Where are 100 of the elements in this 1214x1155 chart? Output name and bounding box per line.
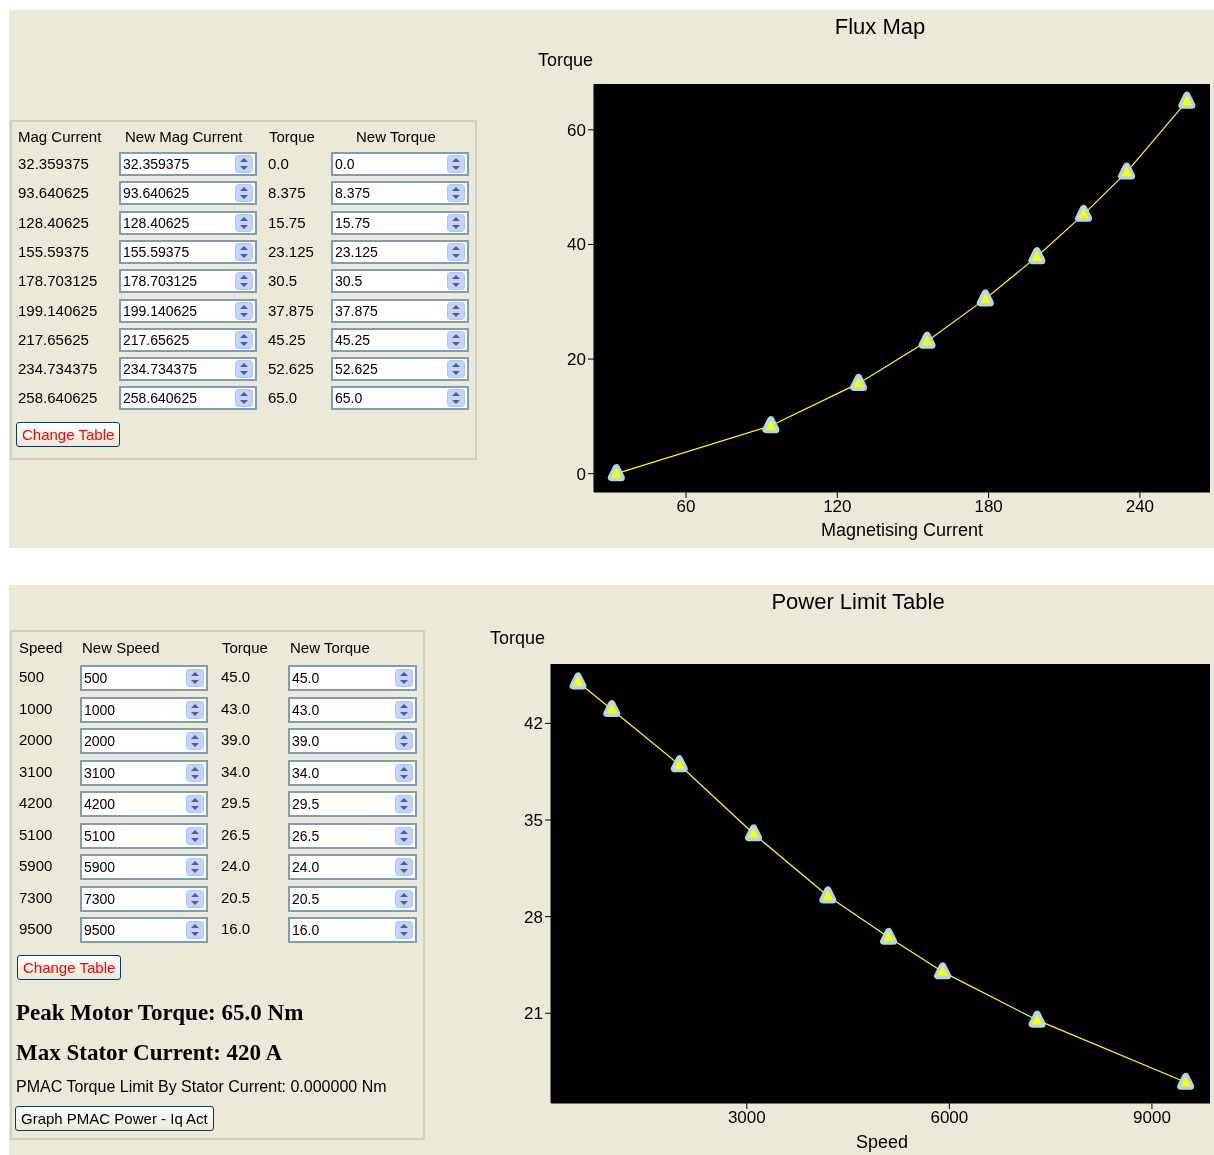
x-tick-label: 60	[676, 497, 696, 517]
number-field: 65.0	[331, 386, 469, 411]
y-tick-label: 42	[524, 714, 543, 734]
text: 258.640625	[18, 389, 98, 407]
point	[934, 962, 952, 980]
text: 178.703125	[18, 272, 98, 290]
text: 155.59375	[18, 242, 89, 260]
number-field: 155.59375	[119, 239, 257, 264]
text: 217.65625	[18, 330, 89, 348]
text: New Speed	[82, 639, 160, 656]
number-field: 30.5	[331, 269, 469, 294]
number-field: 29.5	[288, 791, 417, 817]
point	[850, 373, 868, 391]
text: Peak Motor Torque: 65.0 Nm	[16, 1000, 304, 1026]
number-field: 234.734375	[119, 357, 257, 382]
number-field: 43.0	[288, 696, 417, 723]
text: 8.375	[268, 184, 306, 202]
point	[1028, 1010, 1046, 1028]
text: 32.359375	[18, 155, 89, 172]
text: Torque	[222, 639, 268, 656]
text: 5900	[19, 857, 53, 874]
number-field: 258.640625	[119, 386, 257, 411]
number-field: 37.875	[331, 298, 469, 323]
point	[880, 927, 898, 945]
x-axis-title: Magnetising Current	[820, 520, 984, 541]
number-field: 5100	[80, 822, 208, 849]
x-tick-label: 9000	[1133, 1108, 1171, 1128]
point	[819, 886, 837, 904]
y-axis-title: Torque	[490, 628, 546, 649]
number-field: 8.375	[331, 181, 469, 206]
point	[1028, 247, 1046, 265]
text: 15.75	[268, 213, 306, 231]
text: New Torque	[290, 639, 370, 656]
text: 29.5	[221, 794, 251, 811]
x-tick-label: 6000	[930, 1108, 969, 1128]
point	[762, 416, 780, 434]
point	[976, 289, 994, 307]
x-axis-title: Speed	[855, 1132, 909, 1153]
text: 4200	[19, 794, 53, 811]
number-field: 45.0	[288, 665, 417, 691]
text: Max Stator Current: 420 A	[16, 1040, 283, 1066]
y-axis-title: Torque	[538, 50, 594, 71]
point	[1177, 1072, 1195, 1090]
number-field: 5900	[80, 854, 208, 880]
x-tick-label: 240	[1125, 497, 1155, 517]
number-field: 500	[80, 665, 208, 691]
text: 43.0	[221, 699, 251, 717]
number-field: 34.0	[288, 759, 417, 786]
text: 2000	[19, 731, 53, 748]
text: PMAC Torque Limit By Stator Current: 0.000000 Nm	[16, 1078, 387, 1096]
text: 128.40625	[18, 213, 89, 231]
text: 93.640625	[18, 184, 89, 202]
text: 7300	[19, 888, 53, 906]
number-field: 2000	[80, 728, 208, 754]
number-field: 178.703125	[119, 269, 257, 294]
x-tick-label: 3000	[727, 1108, 766, 1128]
point	[918, 331, 936, 349]
text: 0.0	[268, 155, 289, 172]
point	[607, 464, 625, 482]
text: 34.0	[221, 762, 251, 780]
number-field: 32.359375	[119, 152, 257, 176]
number-field: 24.0	[288, 854, 417, 880]
x-tick-label: 120	[823, 497, 852, 517]
number-field: 39.0	[288, 728, 417, 754]
button: Change Table	[16, 422, 121, 447]
number-field: 15.75	[331, 210, 469, 235]
text: 39.0	[221, 731, 251, 748]
point	[603, 700, 621, 718]
number-field: 7300	[80, 885, 208, 912]
number-field: 217.65625	[119, 327, 257, 352]
number-field: 3100	[80, 759, 208, 786]
text: Speed	[19, 639, 63, 656]
point	[1178, 91, 1196, 109]
chart-title: Flux Map	[834, 14, 926, 40]
text: 30.5	[268, 272, 298, 290]
button: Graph PMAC Power - Iq Act	[15, 1106, 214, 1131]
point	[1075, 204, 1093, 222]
text: 23.125	[268, 242, 314, 260]
text: 500	[19, 668, 45, 685]
text: 45.0	[221, 668, 251, 685]
y-tick-label: 60	[567, 120, 586, 140]
text: 26.5	[221, 825, 251, 843]
y-tick-label: 20	[567, 350, 586, 370]
number-field: 128.40625	[119, 210, 257, 235]
y-tick-label: 28	[524, 907, 543, 927]
number-field: 4200	[80, 791, 208, 817]
text: 1000	[19, 699, 53, 717]
text: 16.0	[221, 920, 251, 937]
number-field: 93.640625	[119, 181, 257, 206]
point	[1118, 162, 1136, 180]
number-field: 23.125	[331, 239, 469, 264]
text: 199.140625	[18, 301, 98, 319]
text: 24.0	[221, 857, 251, 874]
text: 9500	[19, 920, 53, 937]
number-field: 52.625	[331, 357, 469, 382]
y-tick-label: 21	[524, 1004, 543, 1024]
x-tick-label: 180	[974, 497, 1003, 517]
text: 5100	[19, 825, 53, 843]
button: Change Table	[17, 955, 122, 980]
number-field: 16.0	[288, 917, 417, 943]
